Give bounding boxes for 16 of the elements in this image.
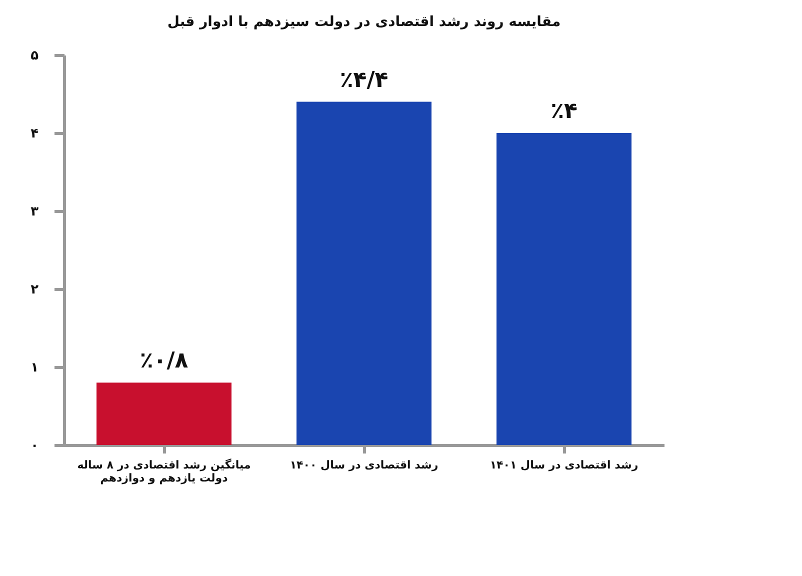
- chart-title: مقایسه روند رشد اقتصادی در دولت سیزدهم با ادوار قبل: [167, 14, 561, 30]
- x-tick-label: میانگین رشد اقتصادی در ۸ ساله دولت یازدهم و دوازدهم: [77, 458, 251, 484]
- y-tick-label: ۴: [30, 126, 39, 142]
- y-tick-label: ۵: [30, 48, 39, 64]
- y-tick-label: ۳: [30, 204, 39, 220]
- data-label: ٪۴/۴: [340, 68, 388, 93]
- y-tick-label: ۱: [30, 360, 38, 376]
- y-tick-label: ۰: [30, 438, 38, 454]
- bar: [96, 382, 232, 445]
- data-label: ٪۴: [550, 99, 578, 124]
- y-tick-label: ۲: [30, 282, 39, 298]
- bar: [496, 133, 632, 445]
- data-label: ٪۰/۸: [140, 348, 189, 374]
- x-tick-label: رشد اقتصادی در سال ۱۴۰۱: [490, 458, 638, 472]
- bar: [296, 102, 432, 445]
- x-tick-label: رشد اقتصادی در سال ۱۴۰۰: [290, 458, 438, 472]
